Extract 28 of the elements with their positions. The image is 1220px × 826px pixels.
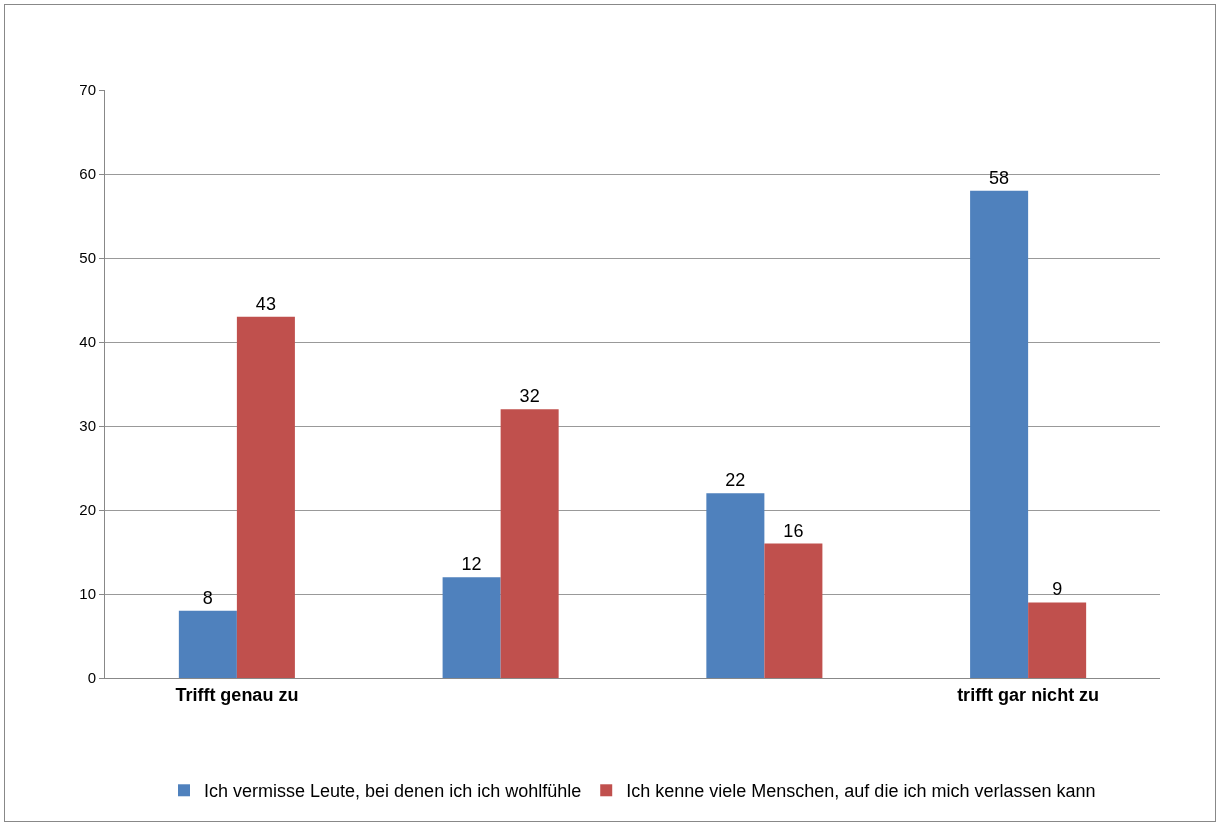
data-label: 16 [783,520,804,541]
y-tick-label: 0 [87,669,96,687]
data-label: 12 [461,554,482,575]
x-tick-label: trifft gar nicht zu [957,684,1100,705]
y-tick-label: 70 [79,81,96,99]
bar [178,610,237,678]
bar [1028,602,1087,678]
data-label: 9 [1052,579,1063,600]
data-label: 43 [255,293,276,314]
y-tick-label: 10 [79,585,96,603]
bar [706,493,765,678]
data-label: 8 [202,587,213,608]
y-tick-label: 50 [79,249,96,267]
bar [970,190,1029,678]
bar [236,316,295,678]
legend-label: Ich kenne viele Menschen, auf die ich mich verlassen kann [626,781,1096,802]
y-tick-label: 30 [79,417,96,435]
y-tick-label: 40 [79,333,96,351]
y-tick-label: 20 [79,501,96,519]
y-tick-label: 60 [79,165,96,183]
data-label: 22 [725,470,746,491]
data-label: 58 [989,167,1010,188]
data-label: 32 [519,386,540,407]
bar [500,409,559,678]
legend-label: Ich vermisse Leute, bei denen ich ich wohlfühle [204,781,582,802]
bar [764,543,823,678]
x-tick-label: Trifft genau zu [175,684,299,705]
bar [442,577,501,678]
